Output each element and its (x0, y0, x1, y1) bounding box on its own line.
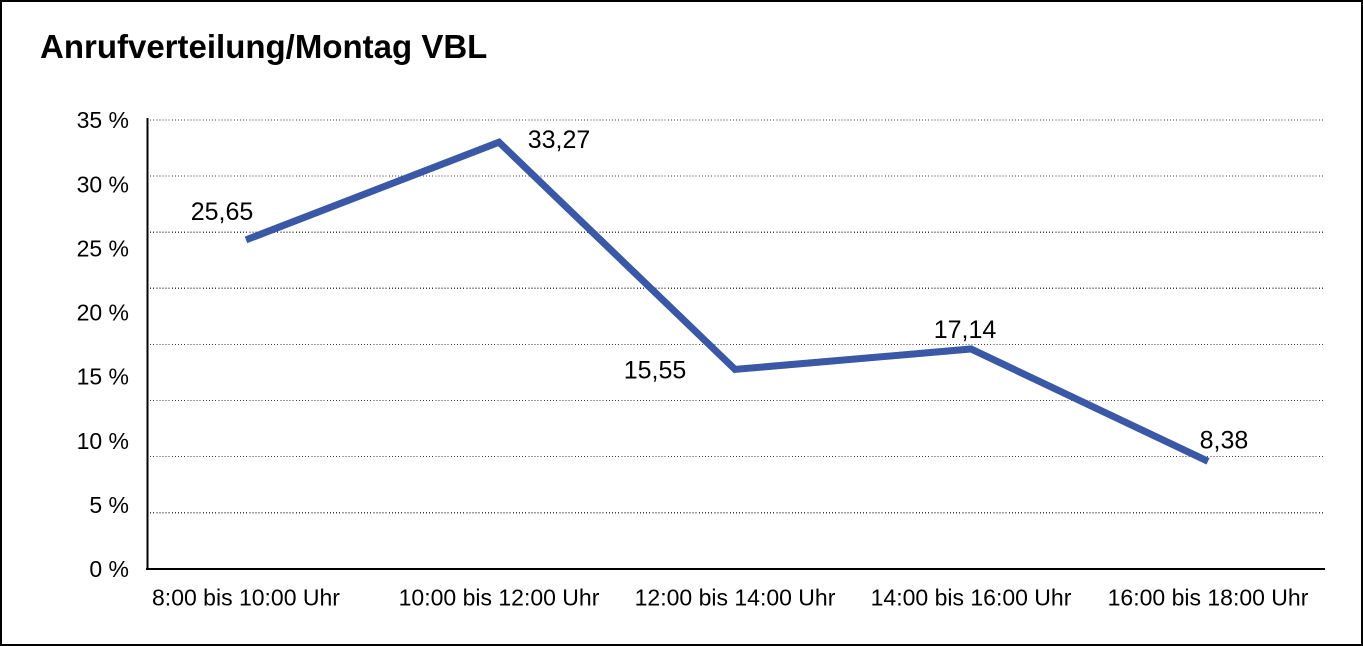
x-axis-label: 16:00 bis 18:00 Uhr (1108, 585, 1309, 611)
y-axis-label: 5 % (89, 492, 129, 518)
y-axis-label: 30 % (77, 171, 129, 197)
y-axis-label: 35 % (77, 107, 129, 133)
x-axis-label: 10:00 bis 12:00 Uhr (399, 585, 600, 611)
x-axis-label: 12:00 bis 14:00 Uhr (635, 585, 836, 611)
data-series-line (244, 138, 1210, 465)
x-axis-label: 8:00 bis 10:00 Uhr (152, 585, 340, 611)
data-point-label: 17,14 (934, 316, 997, 344)
data-point-label: 25,65 (191, 198, 254, 226)
data-point-label: 33,27 (528, 126, 591, 154)
x-axis-label: 14:00 bis 16:00 Uhr (871, 585, 1072, 611)
y-axis-label: 20 % (77, 300, 129, 326)
y-axis-label: 0 % (89, 556, 129, 582)
data-point-label: 15,55 (624, 356, 687, 384)
y-axis-label: 25 % (77, 235, 129, 261)
y-axis-label: 10 % (77, 428, 129, 454)
data-point-label: 8,38 (1200, 426, 1249, 454)
y-axis-label: 15 % (77, 364, 129, 390)
chart-title: Anrufverteilung/Montag VBL (40, 28, 488, 65)
